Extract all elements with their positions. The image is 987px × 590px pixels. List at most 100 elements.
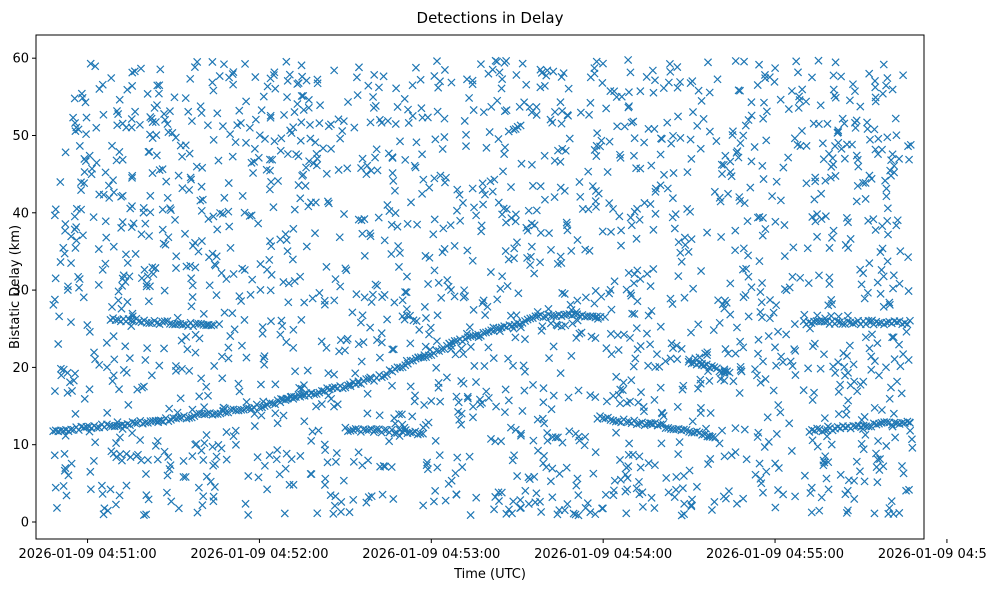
scatter-point — [103, 408, 112, 417]
scatter-point — [694, 384, 703, 393]
scatter-point — [312, 402, 321, 411]
scatter-point — [821, 176, 830, 185]
scatter-point — [518, 406, 527, 416]
scatter-point — [312, 149, 321, 158]
scatter-point — [56, 364, 65, 373]
scatter-point — [632, 484, 641, 493]
scatter-point — [567, 311, 576, 320]
scatter-point — [295, 383, 304, 392]
scatter-point — [196, 319, 205, 328]
scatter-point — [840, 362, 849, 371]
scatter-point — [210, 361, 219, 370]
scatter-point — [523, 315, 532, 324]
scatter-point — [281, 464, 290, 473]
scatter-point — [557, 72, 566, 81]
scatter-point — [265, 237, 274, 246]
scatter-point — [793, 68, 803, 77]
scatter-point — [360, 251, 369, 260]
scatter-point — [700, 361, 709, 370]
scatter-point — [511, 333, 520, 342]
scatter-point — [636, 463, 645, 472]
scatter-point — [55, 312, 64, 321]
scatter-point — [873, 278, 882, 287]
scatter-point — [254, 473, 263, 482]
scatter-point — [782, 330, 791, 339]
scatter-point — [408, 428, 417, 437]
scatter-point — [221, 408, 230, 417]
scatter-point — [524, 499, 533, 508]
scatter-point — [398, 427, 407, 436]
scatter-point — [423, 465, 432, 474]
scatter-point — [501, 143, 510, 152]
scatter-point — [833, 317, 842, 326]
scatter-point — [699, 114, 708, 123]
scatter-point — [504, 127, 513, 136]
scatter-point — [864, 422, 873, 431]
scatter-point — [788, 361, 797, 370]
scatter-point — [385, 207, 394, 216]
scatter-point — [392, 84, 401, 93]
scatter-point — [735, 193, 744, 202]
scatter-point — [234, 379, 243, 388]
scatter-point — [561, 146, 570, 155]
scatter-point — [622, 509, 631, 518]
scatter-point — [649, 225, 658, 234]
scatter-point — [299, 105, 308, 115]
scatter-point — [669, 169, 678, 178]
scatter-point — [231, 440, 240, 449]
scatter-point — [531, 498, 540, 507]
scatter-point — [494, 324, 504, 333]
scatter-point — [831, 58, 840, 67]
scatter-point — [489, 354, 498, 363]
scatter-point — [756, 307, 765, 317]
scatter-point — [726, 279, 735, 288]
scatter-point — [309, 159, 318, 168]
scatter-point — [418, 429, 428, 438]
scatter-point — [282, 236, 291, 245]
scatter-point — [771, 503, 780, 512]
scatter-point — [390, 298, 399, 307]
y-axis-label: Bistatic Delay (km) — [8, 225, 23, 349]
scatter-point — [701, 349, 710, 358]
scatter-point — [850, 476, 859, 485]
scatter-point — [650, 76, 660, 85]
scatter-point — [100, 504, 109, 513]
scatter-point — [536, 83, 545, 92]
plot-frame — [35, 34, 925, 540]
scatter-point — [780, 284, 789, 294]
scatter-point — [677, 257, 686, 266]
scatter-point — [148, 169, 157, 178]
scatter-point — [863, 118, 872, 127]
scatter-point — [266, 317, 276, 326]
scatter-point — [354, 215, 363, 224]
scatter-point — [548, 493, 557, 502]
scatter-point — [208, 78, 217, 87]
scatter-point — [300, 298, 309, 307]
scatter-point — [590, 299, 599, 308]
scatter-point — [124, 400, 133, 409]
scatter-point — [811, 177, 820, 186]
scatter-point — [220, 308, 229, 317]
scatter-point — [406, 339, 415, 348]
scatter-point — [115, 95, 124, 104]
scatter-point — [758, 357, 768, 366]
scatter-point — [389, 345, 398, 354]
scatter-point — [539, 313, 548, 322]
scatter-point — [72, 123, 81, 132]
scatter-point — [202, 430, 211, 440]
scatter-point — [263, 82, 272, 91]
scatter-point — [179, 456, 188, 466]
scatter-point — [389, 494, 398, 504]
scatter-point — [364, 493, 373, 502]
scatter-point — [490, 505, 499, 514]
scatter-point — [827, 440, 836, 449]
scatter-point — [250, 144, 259, 153]
scatter-point — [439, 224, 448, 233]
scatter-point — [187, 302, 196, 311]
scatter-point — [52, 503, 61, 512]
scatter-point — [606, 285, 615, 294]
scatter-point — [853, 181, 862, 190]
scatter-point — [601, 414, 610, 423]
scatter-point — [92, 423, 101, 432]
scatter-point — [720, 367, 729, 376]
